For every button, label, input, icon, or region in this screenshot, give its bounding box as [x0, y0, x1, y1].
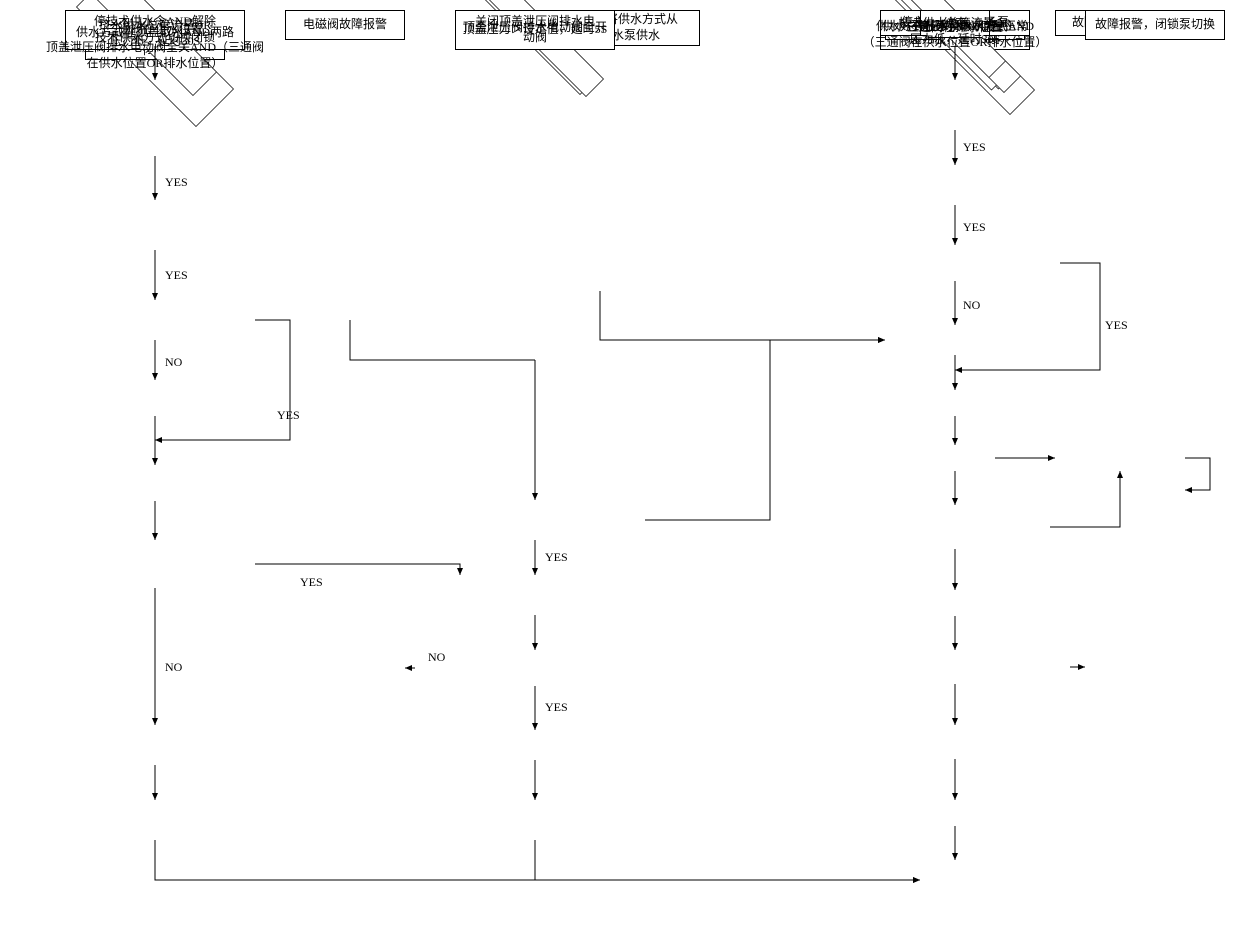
label-no: NO — [165, 660, 182, 675]
text: 顶盖泄压阀排水电动阀全开 — [461, 18, 609, 38]
label-yes: YES — [165, 268, 188, 283]
label-no: NO — [963, 298, 980, 313]
label-yes: YES — [545, 700, 568, 715]
label-no: NO — [428, 650, 445, 665]
label-yes: YES — [1105, 318, 1128, 333]
label-yes: YES — [963, 140, 986, 155]
process-mid-3: 电磁阀故障报警 — [285, 10, 405, 40]
flowchart-arrows — [10, 10, 1230, 921]
label-no: NO — [165, 355, 182, 370]
text: 电磁阀故障报警 — [303, 17, 387, 33]
text: 停技术供水机令 — [911, 17, 999, 37]
label-yes: YES — [300, 575, 323, 590]
label-yes: YES — [165, 175, 188, 190]
text: 故障报警，闭锁泵切换 — [1095, 17, 1215, 33]
label-yes: YES — [277, 408, 300, 423]
label-yes: YES — [963, 220, 986, 235]
label-yes: YES — [545, 550, 568, 565]
process-right-7: 故障报警，闭锁泵切换 — [1085, 10, 1225, 40]
text: 挤水供水总管流量OR压力低，延时30S — [97, 16, 214, 51]
